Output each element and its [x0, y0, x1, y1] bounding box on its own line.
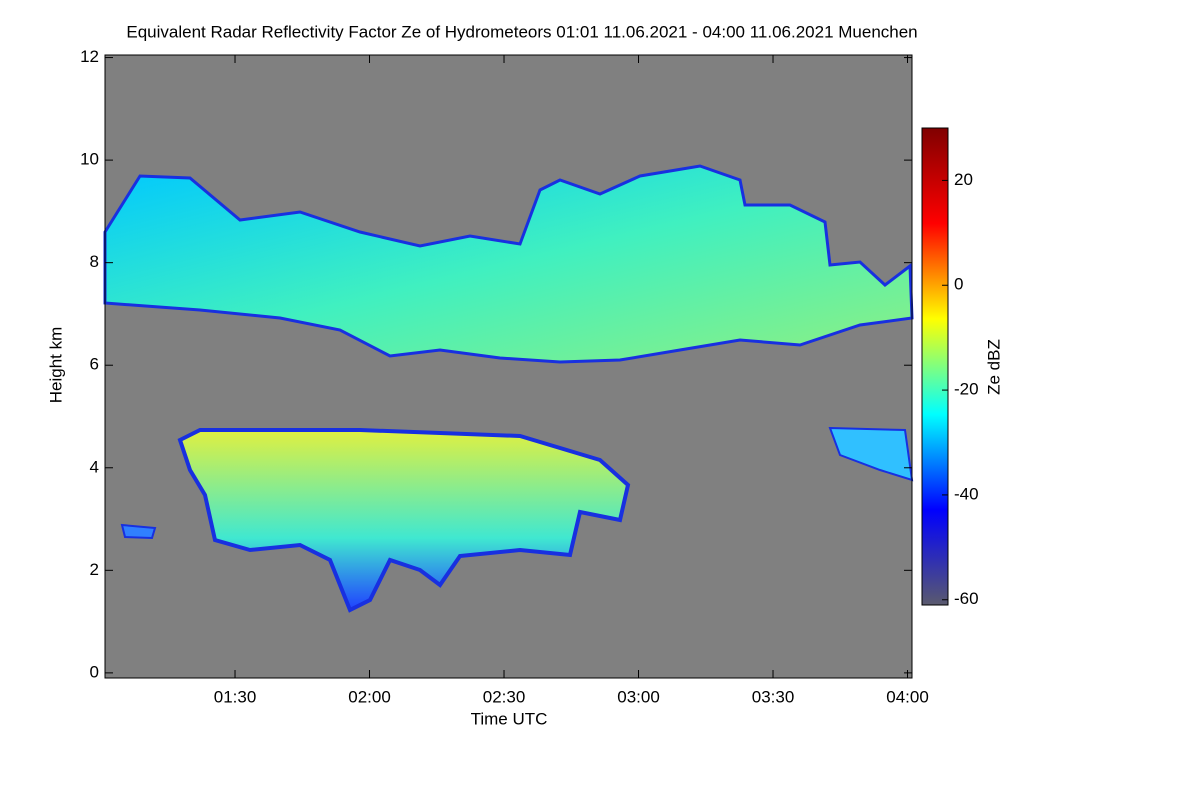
y-tick-label: 4: [90, 457, 99, 476]
y-tick-label: 8: [90, 252, 99, 271]
x-tick-label: 02:30: [483, 687, 526, 706]
echo-patch: [120, 523, 157, 540]
colorbar-tick-label: -60: [954, 589, 979, 608]
colorbar-label: Ze dBZ: [984, 339, 1003, 395]
lower-cloud: [177, 428, 631, 613]
y-tick-label: 2: [90, 560, 99, 579]
axes: 0 2 4 6 8 10 12 01:30 02:00 02:30 03:00 03:30 04:00 -…: [80, 47, 979, 706]
x-tick-label: 01:30: [214, 687, 257, 706]
x-tick-label: 02:00: [348, 687, 391, 706]
colorbar-tick-label: 20: [954, 170, 973, 189]
colorbar: [921, 127, 949, 606]
x-axis-label: Time UTC: [471, 709, 548, 728]
plot-frame: [104, 54, 913, 679]
y-tick-label: 6: [90, 355, 99, 374]
y-axis-label: Height km: [46, 327, 65, 404]
radar-echoes: [103, 164, 914, 613]
plot-background: [105, 55, 912, 678]
x-tick-label: 03:00: [617, 687, 660, 706]
y-tick-label: 0: [90, 662, 99, 681]
y-tick-label: 12: [80, 47, 99, 66]
y-tick-label: 10: [80, 150, 99, 169]
chart-title: Equivalent Radar Reflectivity Factor Ze …: [126, 22, 917, 41]
upper-cloud: [103, 164, 914, 364]
echo-patch: [828, 426, 914, 482]
colorbar-tick-label: -40: [954, 484, 979, 503]
x-tick-label: 03:30: [752, 687, 795, 706]
colorbar-tick-label: 0: [954, 275, 963, 294]
colorbar-tick-label: -20: [954, 380, 979, 399]
x-tick-label: 04:00: [886, 687, 929, 706]
